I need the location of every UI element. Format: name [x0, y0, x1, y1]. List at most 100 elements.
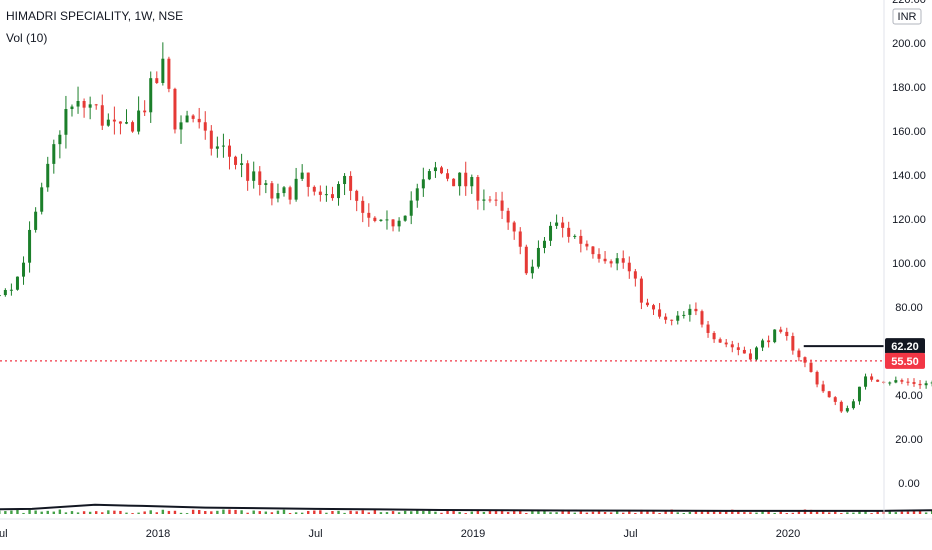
- volume-bar: [761, 510, 764, 514]
- candle-body: [367, 212, 371, 218]
- candle-body: [355, 190, 359, 201]
- x-tick-label: 2018: [146, 528, 170, 540]
- volume-bar: [337, 510, 340, 514]
- candle-body: [755, 347, 758, 360]
- candle-body: [100, 105, 104, 126]
- volume-bar: [876, 511, 879, 514]
- candle-body: [421, 179, 425, 189]
- candle-body: [52, 144, 56, 164]
- candle-body: [185, 115, 189, 123]
- candle-body: [318, 191, 322, 195]
- candle-body: [397, 220, 401, 227]
- candle-body: [415, 188, 419, 201]
- volume-bar: [88, 511, 92, 514]
- volume-bar: [113, 510, 116, 514]
- candle-body: [809, 362, 813, 372]
- candle-body: [9, 289, 13, 291]
- candle-body: [294, 178, 298, 200]
- currency-label: INR: [898, 11, 917, 23]
- volume-bar: [494, 509, 498, 514]
- candle-body: [112, 119, 116, 122]
- candle-body: [736, 347, 740, 350]
- x-tick-label: 2020: [776, 528, 800, 540]
- candle-body: [361, 200, 365, 213]
- volume-bar: [137, 512, 140, 514]
- candle-body: [458, 172, 462, 187]
- y-tick-label: 180.00: [892, 82, 926, 94]
- volume-bar: [58, 509, 62, 514]
- price-badge-label: 62.20: [891, 341, 919, 353]
- candle-body: [906, 381, 910, 383]
- volume-bar: [313, 510, 316, 514]
- volume-bar: [101, 512, 104, 514]
- candle-body: [821, 384, 825, 392]
- candle-body: [46, 163, 50, 188]
- candle-body: [815, 371, 819, 385]
- candle-body: [676, 315, 680, 321]
- candle-body: [833, 397, 837, 402]
- volume-bar: [688, 511, 692, 514]
- volume-bar: [179, 512, 183, 514]
- volume-bar: [694, 510, 698, 514]
- volume-bar: [373, 509, 377, 514]
- candle-body: [137, 110, 141, 132]
- candle-body: [894, 380, 898, 383]
- volume-bar: [167, 510, 171, 514]
- candle-body: [536, 247, 540, 267]
- volume-bar: [428, 510, 431, 514]
- volume-bar: [82, 511, 86, 514]
- volume-bar: [525, 513, 528, 514]
- volume-bar: [555, 512, 558, 514]
- candle-body: [851, 401, 855, 409]
- volume-bar: [488, 509, 492, 514]
- price-badge: [885, 352, 925, 369]
- x-tick-label: 2019: [461, 528, 485, 540]
- candle-body: [748, 353, 752, 360]
- volume-bar: [107, 510, 110, 514]
- candle-body: [40, 187, 44, 212]
- candle-body: [343, 175, 347, 185]
- volume-bar: [676, 512, 679, 514]
- volume-bar: [331, 511, 334, 514]
- candle-body: [312, 186, 316, 192]
- volume-indicator-label[interactable]: Vol (10): [6, 31, 48, 45]
- volume-bar: [634, 512, 637, 514]
- volume-bar: [385, 512, 389, 514]
- volume-layer: [0, 503, 932, 514]
- volume-bar: [204, 511, 207, 514]
- x-tick-label: Jul: [623, 528, 637, 540]
- candle-body: [143, 110, 147, 113]
- candle-body: [512, 222, 516, 232]
- y-tick-label: 140.00: [892, 170, 926, 182]
- candle-body: [452, 178, 456, 187]
- candle-body: [440, 167, 443, 174]
- time-axis[interactable]: 2017Jul2018Jul2019Jul2020Jul2021Jul2022J…: [0, 528, 932, 540]
- volume-bar: [670, 509, 673, 514]
- candle-body: [767, 340, 771, 343]
- candle-body: [191, 115, 195, 119]
- candle-body: [179, 122, 183, 130]
- volume-bar: [216, 510, 219, 514]
- candle-body: [106, 119, 110, 126]
- candle-body: [385, 219, 389, 221]
- candle-body: [724, 342, 728, 345]
- candle-body: [88, 104, 92, 108]
- y-tick-label: 20.00: [895, 434, 923, 446]
- volume-bar: [664, 510, 667, 514]
- candle-body: [718, 339, 722, 343]
- candle-body: [845, 408, 849, 412]
- volume-bar: [640, 509, 643, 514]
- volume-bar: [809, 509, 813, 514]
- candle-body: [288, 187, 292, 200]
- volume-bar: [737, 510, 740, 514]
- volume-bar: [210, 511, 213, 514]
- candle-body: [918, 383, 922, 386]
- volume-bar: [379, 512, 383, 514]
- candle-body: [864, 376, 868, 387]
- volume-bar: [591, 511, 595, 514]
- candle-body: [742, 349, 746, 354]
- candle-body: [155, 78, 159, 83]
- price-layer: [0, 42, 932, 413]
- volume-bar: [288, 513, 292, 514]
